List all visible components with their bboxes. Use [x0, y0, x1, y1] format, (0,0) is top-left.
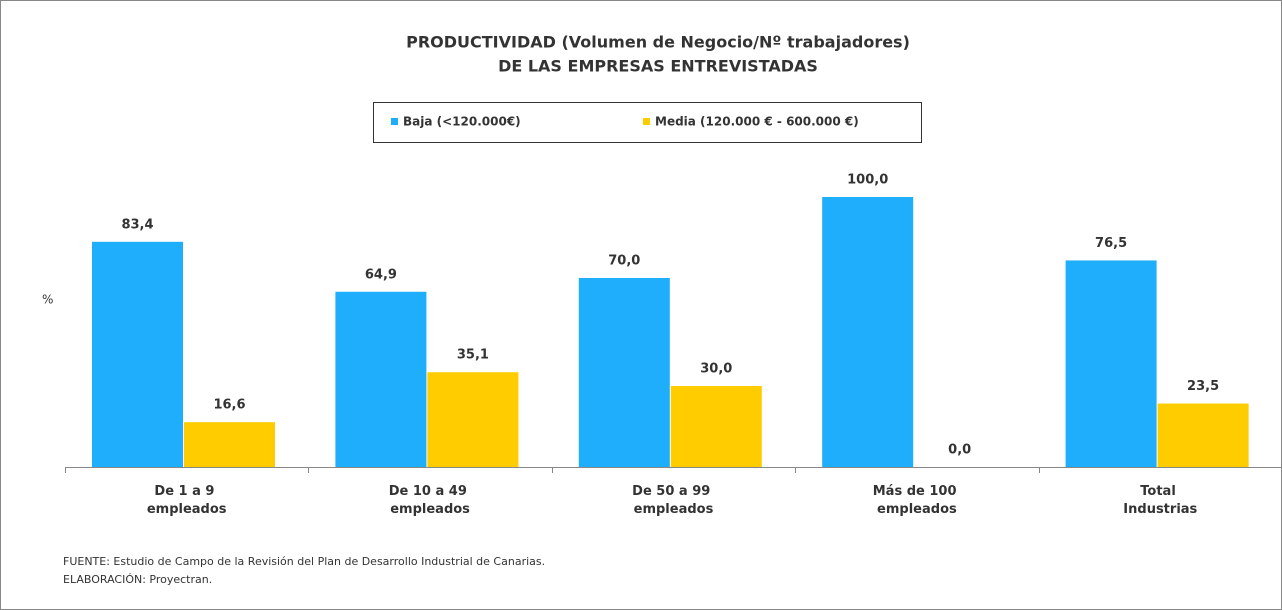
value-label: 0,0	[948, 443, 971, 458]
bar	[670, 386, 762, 467]
bar	[822, 197, 914, 467]
value-label: 30,0	[700, 362, 732, 377]
chart-title: DE LAS EMPRESAS ENTREVISTADAS	[498, 57, 818, 76]
x-tick-label: De 1 a 9 empleados	[147, 484, 227, 517]
bar	[335, 291, 427, 467]
value-label: 64,9	[365, 267, 397, 282]
x-tick-label: De 10 a 49 empleados	[389, 484, 472, 517]
value-label: 83,4	[121, 217, 153, 232]
value-label: 23,5	[1187, 379, 1219, 394]
value-label: 16,6	[213, 398, 245, 413]
bar	[578, 278, 670, 467]
bar	[427, 372, 519, 467]
legend-label: Baja (<120.000€)	[403, 115, 521, 129]
legend-label: Media (120.000 € - 600.000 €)	[655, 115, 859, 129]
bar	[1065, 260, 1157, 467]
source-note: ELABORACIÓN: Proyectran.	[63, 573, 212, 586]
bar	[92, 241, 183, 467]
y-axis-label: %	[42, 293, 53, 307]
x-tick-label: De 50 a 99 empleados	[632, 484, 715, 517]
bar	[1157, 403, 1249, 467]
value-label: 70,0	[608, 254, 640, 269]
source-note: FUENTE: Estudio de Campo de la Revisión …	[63, 555, 545, 568]
value-label: 76,5	[1095, 236, 1127, 251]
value-label: 100,0	[847, 173, 888, 188]
x-tick-label: Total Industrias	[1123, 484, 1197, 517]
value-label: 35,1	[457, 348, 489, 363]
legend-swatch	[643, 118, 650, 125]
legend-swatch	[391, 118, 398, 125]
chart-title: PRODUCTIVIDAD (Volumen de Negocio/Nº tra…	[406, 33, 910, 52]
bar	[184, 422, 275, 467]
x-tick-label: Más de 100 empleados	[873, 484, 961, 517]
